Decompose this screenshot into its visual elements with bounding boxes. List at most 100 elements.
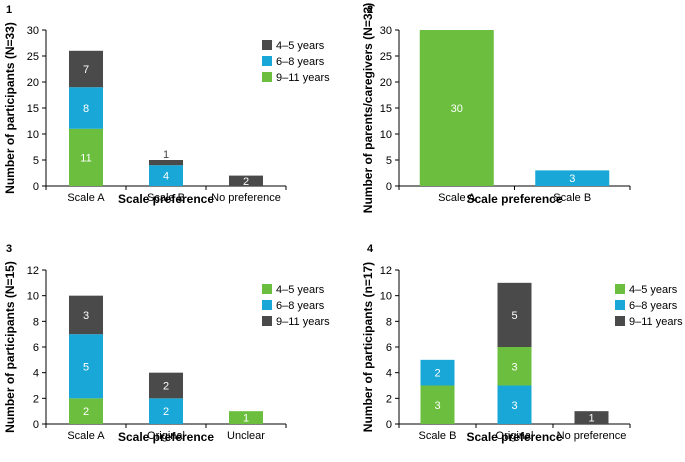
bar-segment [574, 411, 609, 424]
y-tick-label: 10 [27, 291, 39, 303]
bar-data-label: 8 [83, 103, 89, 115]
y-axis-title: Number of participants (N=15) [3, 261, 17, 433]
panel-number: 4 [367, 243, 374, 255]
legend-swatch [615, 284, 625, 294]
y-axis-title: Number of participants (N=33) [3, 22, 17, 194]
bar-segment [229, 175, 263, 186]
x-tick-label: Unclear [227, 430, 265, 442]
bar-segment [69, 295, 103, 335]
x-tick-label: No preference [557, 430, 627, 442]
y-tick-label: 2 [33, 393, 39, 405]
bar-segment [149, 165, 183, 186]
x-tick-label: Scale B [147, 192, 185, 204]
bar-segment [69, 398, 103, 424]
panel-number: 2 [367, 4, 373, 16]
y-tick-label: 5 [33, 155, 39, 167]
y-tick-label: 4 [386, 368, 392, 380]
x-axis-title: Scale preference [118, 192, 214, 206]
legend-label: 6–8 years [629, 300, 678, 312]
bar-segment [69, 50, 103, 88]
bar-segment [149, 398, 183, 424]
bar-segment [229, 411, 263, 424]
y-axis-title: Number of participants (n=17) [361, 262, 375, 432]
legend-swatch [262, 300, 272, 310]
y-axis-title: Number of parents/caregivers (N=33) [361, 3, 375, 213]
bar-data-label: 3 [511, 361, 517, 373]
bar-data-label: 1 [163, 149, 169, 161]
y-tick-label: 2 [386, 393, 392, 405]
y-tick-label: 30 [380, 25, 392, 37]
bar-segment [420, 385, 455, 424]
y-tick-label: 0 [33, 181, 39, 193]
bar-data-label: 2 [434, 368, 440, 380]
y-tick-label: 12 [27, 265, 39, 277]
bar-data-label: 2 [243, 176, 249, 188]
legend: 4–5 years 6–8 years 9–11 years [262, 40, 330, 84]
bar-segment [69, 334, 103, 399]
legend-swatch [262, 284, 272, 294]
x-tick-label: Scale A [67, 430, 105, 442]
x-tick-label: Original [147, 430, 185, 442]
y-tick-label: 12 [380, 265, 392, 277]
legend-label: 6–8 years [276, 56, 325, 68]
bar-data-label: 3 [83, 310, 89, 322]
y-tick-label: 8 [33, 316, 39, 328]
x-tick-label: Scale B [553, 192, 591, 204]
y-tick-label: 15 [380, 103, 392, 115]
bar-data-label: 2 [163, 381, 169, 393]
y-tick-label: 30 [27, 25, 39, 37]
y-tick-label: 0 [386, 181, 392, 193]
legend: 4–5 years 6–8 years 9–11 years [615, 284, 683, 328]
bar-data-label: 2 [163, 406, 169, 418]
legend-label: 4–5 years [276, 40, 325, 52]
legend-label: 9–11 years [276, 72, 330, 84]
legend: 4–5 years 6–8 years 9–11 years [262, 284, 330, 328]
y-tick-label: 10 [380, 291, 392, 303]
x-tick-label: Scale A [438, 192, 476, 204]
chart-panel-3: 3 0 2 4 6 8 10 12 Scale A Original Unclear 2 1 5 2 3 2 Sc… [3, 243, 330, 444]
x-tick-label: No preference [211, 192, 281, 204]
bar-data-label: 11 [80, 152, 91, 164]
bar-data-label: 30 [451, 103, 463, 115]
bar-segment [69, 87, 103, 129]
bar-data-label: 5 [511, 310, 517, 322]
legend-swatch [262, 316, 272, 326]
bar-segment [535, 170, 610, 186]
x-axis-title: Scale preference [466, 192, 562, 206]
bar-data-label: 3 [511, 400, 517, 412]
y-tick-label: 4 [33, 368, 39, 380]
panel-number: 1 [6, 4, 12, 16]
y-tick-label: 20 [380, 77, 392, 89]
bar-data-label: 1 [588, 413, 594, 425]
bar-segment [149, 372, 183, 399]
legend-label: 9–11 years [276, 316, 330, 328]
panel-number: 3 [6, 243, 12, 255]
y-tick-label: 10 [380, 129, 392, 141]
x-tick-label: Scale A [67, 192, 105, 204]
x-tick-label: Scale B [419, 430, 457, 442]
bar-data-label: 3 [434, 400, 440, 412]
legend-label: 4–5 years [276, 284, 325, 296]
y-tick-label: 5 [386, 155, 392, 167]
bar-data-label: 5 [83, 361, 89, 373]
y-tick-label: 25 [380, 51, 392, 63]
y-tick-label: 15 [27, 103, 39, 115]
bar-segment [149, 160, 183, 166]
bar-data-label: 7 [83, 64, 89, 76]
bar-data-label: 4 [163, 171, 169, 183]
bar-segment [497, 282, 532, 347]
bar-segment [420, 359, 455, 386]
x-tick-label: Original [496, 430, 534, 442]
y-tick-label: 10 [27, 129, 39, 141]
y-tick-label: 20 [27, 77, 39, 89]
y-tick-label: 0 [386, 419, 392, 431]
legend-swatch [615, 300, 625, 310]
x-axis-title: Scale preference [118, 430, 214, 444]
y-tick-label: 25 [27, 51, 39, 63]
bar-segment [497, 347, 532, 386]
y-tick-label: 8 [386, 316, 392, 328]
bar-data-label: 2 [83, 406, 89, 418]
